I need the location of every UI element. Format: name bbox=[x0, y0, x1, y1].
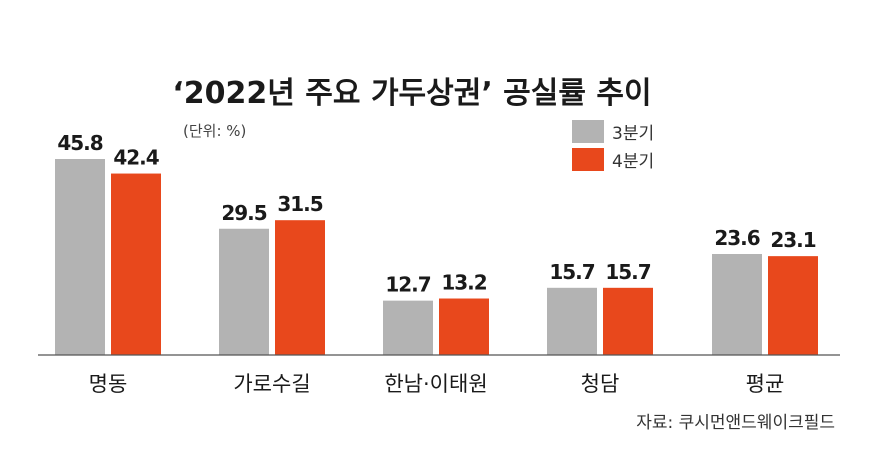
category-labels-group: 명동 가로수길 한남·이태원 청담 평균 bbox=[89, 372, 785, 396]
unit-label: (단위: %) bbox=[183, 122, 246, 140]
value-label-4q-0: 42.4 bbox=[113, 146, 158, 170]
source-note: 자료: 쿠시먼앤드웨이크필드 bbox=[636, 413, 835, 433]
bar-4q-3 bbox=[603, 287, 653, 355]
value-label-3q-0: 45.8 bbox=[57, 131, 102, 155]
value-label-3q-2: 12.7 bbox=[385, 273, 430, 297]
bar-3q-4 bbox=[712, 254, 762, 355]
legend-label-3q: 3분기 bbox=[612, 124, 654, 144]
category-label-myeongdong: 명동 bbox=[89, 372, 128, 396]
legend-swatch-3q bbox=[572, 120, 604, 143]
value-label-3q-3: 15.7 bbox=[549, 260, 594, 284]
category-label-cheongdam: 청담 bbox=[581, 372, 620, 396]
bar-3q-2 bbox=[383, 300, 433, 355]
value-label-3q-1: 29.5 bbox=[221, 201, 266, 225]
bar-3q-3 bbox=[547, 287, 597, 355]
bar-4q-1 bbox=[275, 220, 325, 355]
category-label-hannam-itaewon: 한남·이태원 bbox=[384, 372, 487, 396]
legend-label-4q: 4분기 bbox=[612, 152, 654, 172]
value-label-3q-4: 23.6 bbox=[714, 226, 759, 250]
value-labels-group: 45.8 42.4 29.5 31.5 12.7 13.2 15.7 15.7 23.6 23.1 bbox=[57, 131, 816, 297]
legend: 3분기 4분기 bbox=[572, 120, 654, 172]
value-label-4q-3: 15.7 bbox=[605, 260, 650, 284]
legend-swatch-4q bbox=[572, 148, 604, 171]
bar-4q-4 bbox=[768, 256, 818, 355]
chart-title: ‘2022년 주요 가두상권’ 공실률 추이 bbox=[172, 76, 651, 111]
value-label-4q-2: 13.2 bbox=[441, 271, 486, 295]
bars-group bbox=[55, 159, 818, 355]
category-label-average: 평균 bbox=[746, 372, 785, 396]
value-label-4q-1: 31.5 bbox=[277, 192, 322, 216]
value-label-4q-4: 23.1 bbox=[770, 228, 815, 252]
bar-3q-1 bbox=[219, 228, 269, 355]
bar-4q-0 bbox=[111, 173, 161, 355]
category-label-garosu-gil: 가로수길 bbox=[233, 372, 310, 396]
bar-4q-2 bbox=[439, 298, 489, 355]
bar-3q-0 bbox=[55, 159, 105, 355]
